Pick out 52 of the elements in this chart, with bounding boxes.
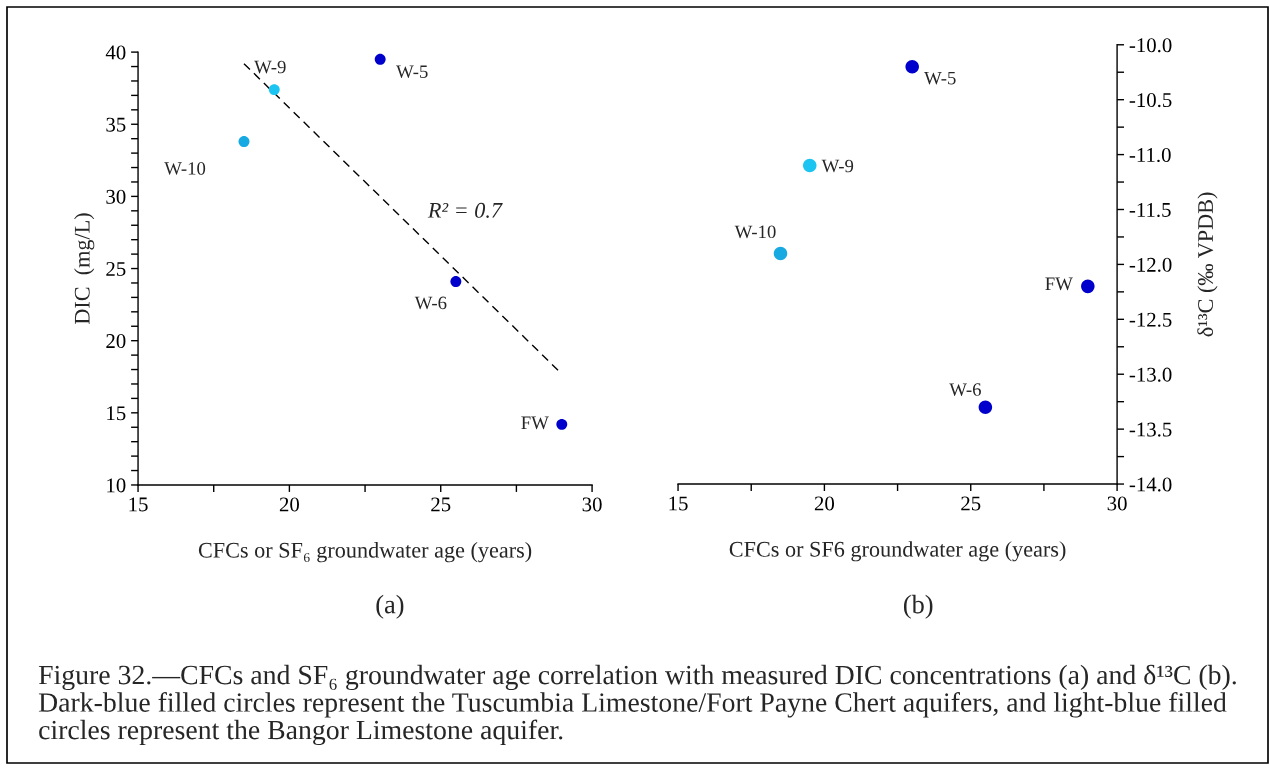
annotation: W-9 [821, 159, 854, 173]
annotation: W-9 [254, 60, 286, 74]
y-tick-label: -14.0 [1129, 477, 1172, 492]
annotation: W-5 [396, 65, 428, 79]
x-tick-label: 30 [582, 497, 602, 512]
annotation: FW [521, 416, 549, 430]
y-tick-label: -12.5 [1129, 312, 1172, 327]
x-tick-label: 30 [1107, 496, 1127, 511]
point [238, 136, 250, 148]
point [268, 84, 280, 96]
annotation: W-5 [924, 71, 956, 85]
point [450, 276, 462, 287]
point [905, 59, 919, 74]
point [374, 53, 386, 65]
y-tick-label: 10 [107, 478, 126, 493]
y-axis-title: δ¹³C (‰ VPDB) [1197, 192, 1218, 337]
x-tick-label: 20 [279, 497, 300, 512]
y-tick-label: 20 [106, 334, 126, 349]
y-tick-label: -11.0 [1129, 147, 1171, 163]
y-tick-label: 30 [106, 189, 126, 204]
point [803, 158, 817, 173]
point [1081, 279, 1095, 294]
y-tick-label: -10.0 [1129, 38, 1172, 53]
annotation: FW [1045, 277, 1073, 291]
y-tick-label: -11.5 [1129, 202, 1171, 218]
x-axis-title: CFCs or SF₆ groundwater age (years) [198, 542, 532, 563]
x-tick-label: 25 [431, 497, 451, 512]
x-tick-label: 20 [814, 496, 835, 511]
annotation: W-10 [734, 225, 776, 239]
point [773, 246, 788, 261]
y-tick-label: 25 [106, 261, 126, 276]
x-tick-label: 15 [669, 496, 688, 511]
annotation: W-10 [164, 162, 206, 175]
text: (a) [376, 594, 404, 619]
annotation: R² = 0.7 [427, 202, 503, 218]
annotation: W-6 [414, 296, 447, 310]
x-axis-title: CFCs or SF6 groundwater age (years) [729, 541, 1066, 562]
y-tick-label: 40 [105, 45, 126, 60]
y-tick-label: -10.5 [1129, 93, 1172, 108]
y-tick-label: 15 [107, 406, 126, 421]
y-tick-label: 35 [106, 117, 126, 132]
point [978, 400, 993, 414]
y-tick-label: -13.0 [1129, 367, 1172, 382]
x-tick-label: 15 [129, 497, 148, 512]
caption: Figure 32.—CFCs and SF₆ groundwater age correlation with measured DIC concentrations (a) and δ¹³C (b). Dark-blue filled circles represent the Tuscumbia Limestone/Fort Payne Chert aquifers, and light-blue filled circles represent the Bangor Limestone aquifer. [38, 664, 1236, 746]
point [556, 418, 568, 430]
y-tick-label: -13.5 [1129, 422, 1172, 437]
text: (b) [903, 594, 933, 619]
y-tick-label: -12.0 [1129, 257, 1172, 272]
y-axis-title: DIC (mg/L) [74, 213, 95, 325]
annotation: W-6 [949, 383, 981, 396]
x-tick-label: 25 [961, 496, 981, 511]
